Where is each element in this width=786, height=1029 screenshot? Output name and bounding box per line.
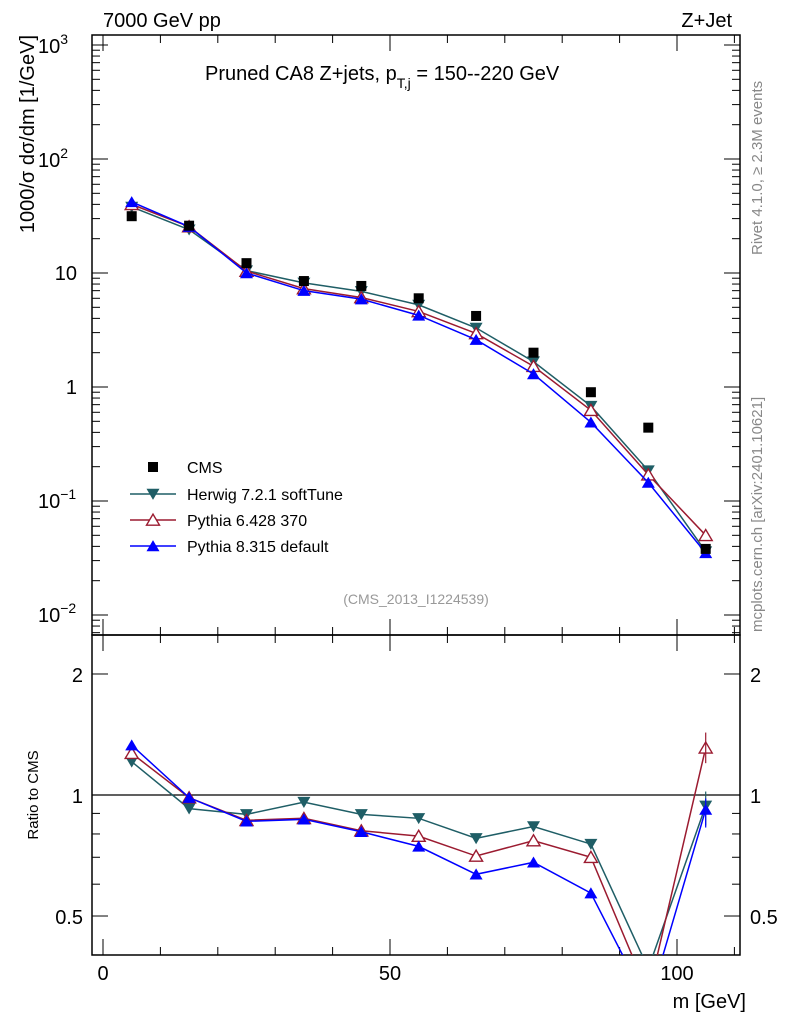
series-point-3 — [125, 196, 139, 208]
ratio-point-3 — [182, 791, 196, 803]
ratio-point-3 — [297, 813, 311, 825]
legend-marker-cms — [148, 462, 158, 472]
series-point-3 — [527, 368, 540, 380]
legend-marker-3 — [146, 540, 160, 552]
legend-label-pythia6: Pythia 6.428 370 — [187, 513, 307, 530]
mcplots-label: mcplots.cern.ch [arXiv:2401.10621] — [749, 397, 766, 632]
data-point — [471, 310, 482, 321]
series-point-3 — [641, 476, 655, 488]
data-point — [241, 258, 252, 269]
legend-marker-2 — [145, 512, 161, 526]
data-point — [528, 347, 539, 358]
legend-label-cms: CMS — [187, 460, 223, 477]
title-sub: T,j — [397, 75, 411, 91]
ratio-point-3 — [584, 887, 598, 899]
data-point — [413, 293, 424, 304]
ratio-point-2 — [583, 850, 599, 864]
ratio-point-2 — [642, 988, 655, 999]
x-tick-labels: 0 50 100 — [97, 963, 693, 985]
data-point — [585, 387, 596, 398]
ratio-tick-1-left: 1 — [72, 786, 83, 808]
ratio-point-3 — [240, 815, 253, 827]
ratio-point-3 — [412, 840, 426, 852]
ratio-point-1 — [125, 756, 139, 768]
ratio-series-layer — [123, 732, 714, 1010]
plot-title: Pruned CA8 Z+jets, pT,j = 150--220 GeV — [205, 63, 560, 91]
ratio-tick-0.5-left: 0.5 — [55, 907, 83, 929]
main-series-layer — [123, 196, 714, 559]
data-point — [126, 211, 137, 222]
ratio-line-3 — [131, 744, 707, 955]
ratio-point-1 — [584, 838, 598, 850]
data-point — [184, 220, 195, 231]
ratio-point-1 — [412, 813, 426, 825]
y-axis-label: 1000/σ dσ/dm [1/GeV] — [17, 35, 39, 233]
data-point — [356, 280, 367, 291]
ratio-point-1 — [527, 821, 540, 833]
series-point-2 — [583, 403, 599, 417]
ratio-point-1 — [182, 803, 196, 815]
ratio-point-3 — [527, 856, 540, 868]
ratio-point-2 — [525, 833, 542, 847]
rivet-label: Rivet 4.1.0, ≥ 2.3M events — [749, 81, 766, 255]
legend-marker-1 — [146, 488, 160, 500]
series-point-3 — [297, 284, 311, 296]
ratio-tick-1-right: 1 — [750, 786, 761, 808]
legend-label-herwig: Herwig 7.2.1 softTune — [187, 487, 343, 504]
title-main: Pruned CA8 Z+jets, p — [205, 63, 397, 85]
process-label: Z+Jet — [681, 10, 732, 32]
legend: CMS Herwig 7.2.1 softTune Pythia 6.428 3… — [130, 460, 343, 556]
ratio-line-2 — [131, 747, 707, 955]
x-tick-50: 50 — [379, 963, 401, 985]
y-tick-1: 1 — [66, 377, 77, 399]
ratio-point-3 — [125, 739, 139, 751]
series-point-3 — [469, 333, 483, 345]
ratio-line-1 — [131, 761, 707, 955]
ratio-axis-label: Ratio to CMS — [25, 750, 42, 839]
series-point-3 — [354, 293, 368, 305]
title-tail: = 150--220 GeV — [411, 63, 560, 85]
series-point-3 — [240, 267, 253, 279]
ratio-tick-2-left: 2 — [72, 665, 83, 687]
axis-ticks — [92, 35, 740, 956]
series-line-2 — [131, 203, 707, 536]
y-tick-10: 10 — [55, 263, 77, 285]
series-point-3 — [584, 416, 598, 428]
ratio-point-3 — [642, 999, 655, 1010]
x-tick-0: 0 — [97, 963, 108, 985]
y-tick-1e-2: 10−2 — [38, 600, 76, 627]
analysis-id: (CMS_2013_I1224539) — [343, 591, 489, 607]
ratio-point-2 — [123, 746, 140, 760]
ratio-tick-2-right: 2 — [750, 665, 761, 687]
x-tick-100: 100 — [660, 963, 693, 985]
ratio-point-2 — [468, 848, 484, 862]
ratio-point-1 — [297, 796, 311, 808]
ratio-point-1 — [354, 809, 368, 821]
ratio-point-1 — [469, 833, 483, 845]
ratio-tick-0.5-right: 0.5 — [750, 907, 778, 929]
series-point-2 — [697, 528, 714, 542]
data-point — [298, 276, 309, 287]
y-tick-labels: 10−2 10−1 1 10 102 103 — [38, 31, 77, 627]
y-tick-1e2: 102 — [38, 145, 68, 172]
ratio-point-3 — [354, 825, 368, 837]
energy-label: 7000 GeV pp — [103, 10, 221, 32]
series-point-3 — [412, 309, 426, 321]
ratio-point-3 — [469, 868, 483, 880]
y-tick-1e-1: 10−1 — [38, 486, 76, 513]
y-tick-1e3: 103 — [38, 31, 68, 58]
x-axis-label: m [GeV] — [673, 991, 746, 1013]
ratio-tick-labels: 0.5 1 2 0.5 1 2 — [55, 665, 778, 929]
data-point — [700, 543, 711, 554]
ratio-point-1 — [642, 963, 655, 974]
data-point — [643, 422, 654, 433]
legend-label-pythia8: Pythia 8.315 default — [187, 539, 329, 556]
